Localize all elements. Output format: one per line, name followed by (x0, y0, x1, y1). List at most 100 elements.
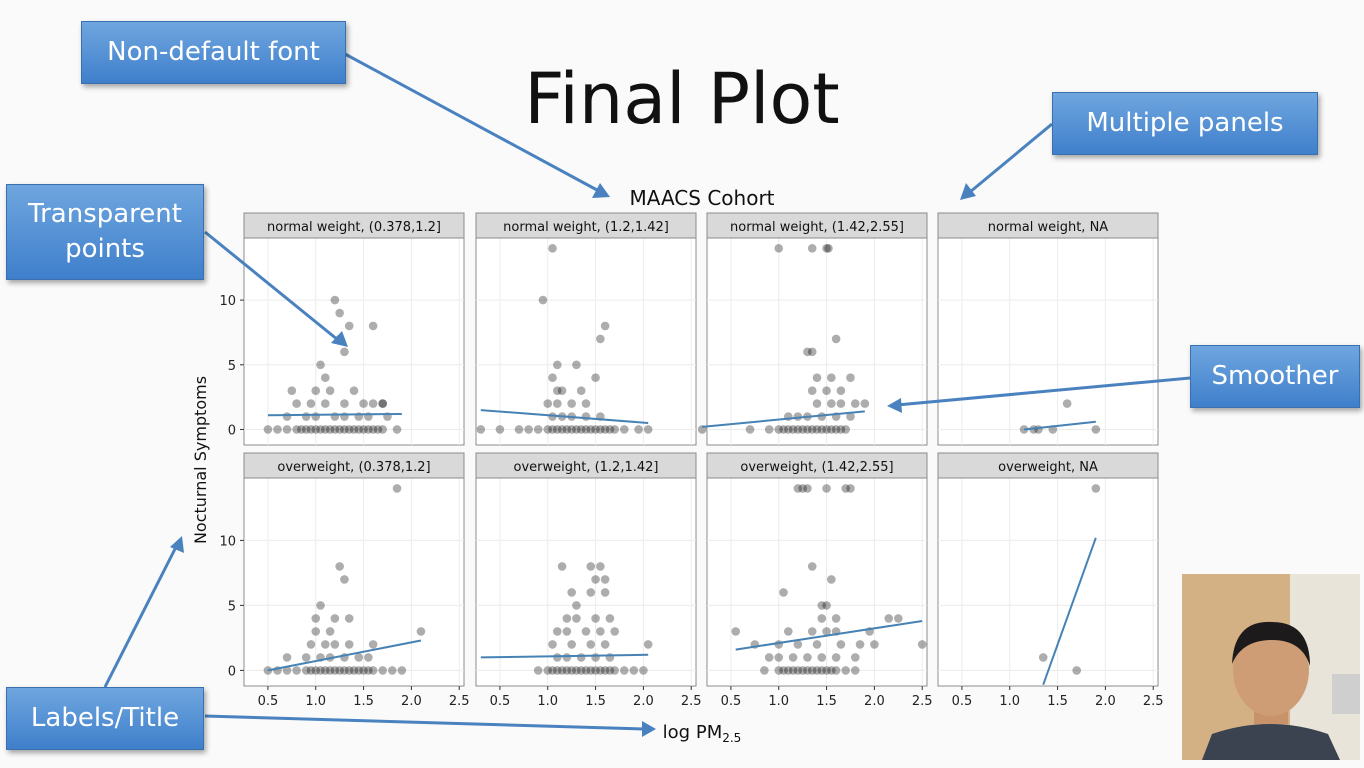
facet-panel: overweight, NA 0.5 1.0 1.5 2.0 2.5 (937, 452, 1164, 709)
data-point (340, 575, 349, 584)
data-point (596, 666, 605, 675)
data-point (340, 425, 349, 434)
data-point (841, 666, 850, 675)
data-point (287, 386, 297, 395)
data-point (316, 666, 325, 675)
smoother-line (480, 653, 649, 659)
data-point (344, 640, 354, 649)
data-point (1072, 666, 1081, 675)
x-tick-label: 1.5 (816, 694, 837, 709)
data-point (793, 666, 803, 675)
data-point (572, 666, 581, 675)
data-point (548, 425, 557, 434)
panel-background (937, 237, 1159, 446)
data-point (282, 653, 292, 662)
x-tick-label: 1.0 (305, 694, 326, 709)
data-point (368, 399, 378, 408)
data-point (368, 321, 378, 331)
data-point (548, 640, 557, 649)
data-point (827, 575, 836, 584)
data-point (524, 425, 533, 434)
data-point (378, 399, 387, 408)
data-point (548, 244, 557, 253)
data-point (548, 373, 557, 383)
data-point (543, 425, 553, 434)
data-point (306, 399, 316, 408)
data-point (855, 640, 865, 649)
data-point (610, 425, 619, 434)
data-point (764, 425, 774, 434)
panel-background (706, 237, 928, 446)
data-point (870, 640, 879, 649)
data-point (557, 666, 567, 675)
data-point (533, 666, 543, 675)
data-point (543, 399, 553, 408)
data-point (822, 627, 831, 636)
data-point (311, 614, 321, 623)
data-point (619, 425, 629, 434)
facet-panel: normal weight, (1.2,1.42] (475, 212, 697, 446)
data-point (292, 666, 301, 675)
data-point (297, 425, 306, 434)
data-point (325, 425, 335, 434)
data-point (576, 653, 586, 662)
data-point (586, 640, 596, 649)
smoother-line (735, 620, 923, 651)
data-point (827, 666, 836, 675)
smoother-line (1023, 420, 1096, 431)
data-point (543, 666, 553, 675)
data-point (301, 425, 311, 434)
data-point (581, 666, 591, 675)
data-point (273, 425, 282, 434)
data-point (779, 425, 788, 434)
data-point (803, 347, 812, 357)
x-tick-label: 1.0 (999, 694, 1020, 709)
data-point (807, 627, 817, 636)
data-point (344, 321, 354, 331)
facet-panel: overweight, (1.2,1.42] 0.5 1.0 1.5 2.0 2.5 (475, 452, 702, 709)
data-point (586, 588, 596, 597)
data-point (576, 666, 586, 675)
data-point (817, 614, 827, 623)
facet-strip-label: overweight, (1.2,1.42] (514, 460, 659, 475)
data-point (596, 627, 605, 636)
y-tick-label: 0 (228, 664, 236, 679)
data-point (392, 484, 402, 493)
data-point (292, 399, 301, 408)
data-point (311, 425, 321, 434)
callout-transparent-line2: points (65, 234, 145, 264)
x-tick-label: 1.0 (537, 694, 558, 709)
data-point (798, 484, 807, 493)
data-point (359, 399, 368, 408)
callout-transparent-points: Transparent points (6, 184, 204, 280)
x-tick-label: 2.0 (864, 694, 885, 709)
data-point (354, 425, 364, 434)
smoother-line (1042, 537, 1097, 686)
data-point (572, 601, 581, 610)
data-point (340, 347, 349, 357)
data-point (803, 666, 812, 675)
arrowhead-smoother (887, 398, 902, 413)
x-tick-label: 2.5 (681, 694, 702, 709)
data-point (894, 614, 903, 623)
data-point (760, 666, 769, 675)
data-point (827, 373, 836, 383)
facet-panel: overweight, (1.42,2.55] 0.5 1.0 1.5 2.0 2.5 (706, 452, 933, 709)
data-point (610, 627, 619, 636)
x-tick-label: 1.5 (1047, 694, 1068, 709)
data-point (306, 666, 316, 675)
data-point (562, 425, 572, 434)
data-point (354, 653, 364, 662)
facet-strip (706, 452, 928, 479)
data-point (831, 666, 841, 675)
data-point (634, 425, 643, 434)
data-point (1091, 484, 1101, 493)
data-point (567, 425, 576, 434)
facet-strip-label: overweight, NA (998, 460, 1098, 475)
data-point (591, 575, 600, 584)
data-point (793, 425, 803, 434)
data-point (533, 425, 543, 434)
panel-background (243, 477, 465, 687)
arrow-heads (170, 183, 976, 737)
data-point (538, 295, 548, 305)
